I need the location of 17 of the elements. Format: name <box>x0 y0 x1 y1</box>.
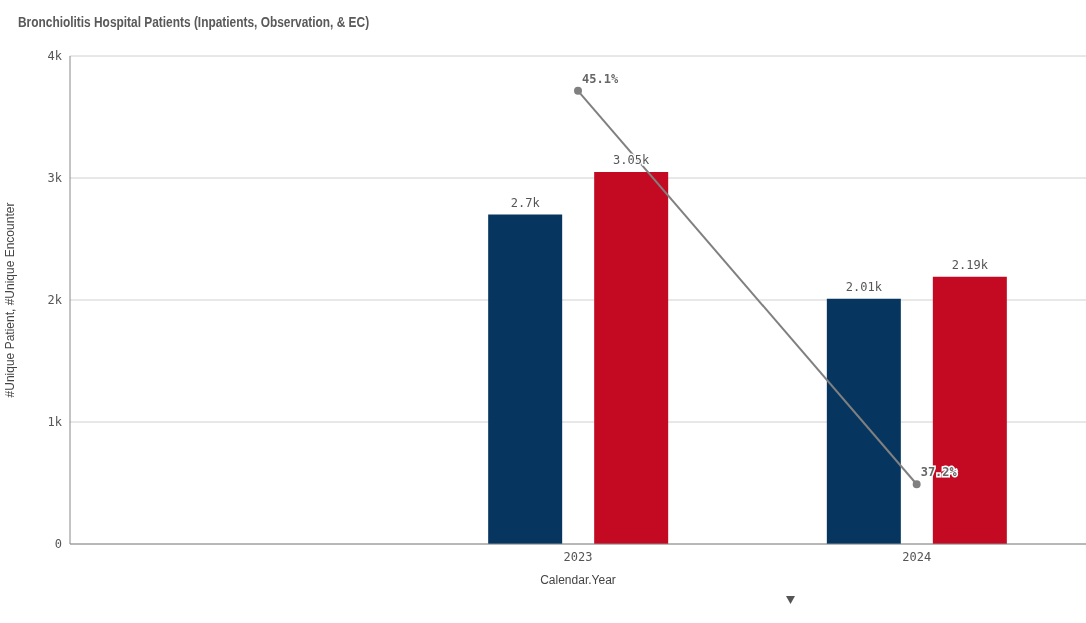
bar <box>488 214 563 544</box>
y-tick-label: 2k <box>47 293 63 308</box>
data-label: 2.7k <box>510 195 541 210</box>
bar <box>594 171 669 544</box>
chart-title: Bronchiolitis Hospital Patients (Inpatients, Observation, & EC) <box>18 14 370 30</box>
y-tick-label: 4k <box>47 49 63 64</box>
bar <box>826 298 901 544</box>
y-tick-label: 3k <box>47 171 63 186</box>
x-tick-label: 2024 <box>902 549 932 564</box>
y-axis-title: #Unique Patient, #Unique Encounter <box>3 202 18 398</box>
data-label: 2.01k <box>845 279 883 294</box>
data-label: 45.1% <box>582 71 619 86</box>
y-tick-label: 0 <box>54 537 62 552</box>
y-tick-label: 1k <box>47 415 63 430</box>
x-tick-label: 2023 <box>563 549 593 564</box>
data-label: 2.19k <box>951 257 989 272</box>
x-axis-title: Calendar.Year <box>540 573 616 587</box>
